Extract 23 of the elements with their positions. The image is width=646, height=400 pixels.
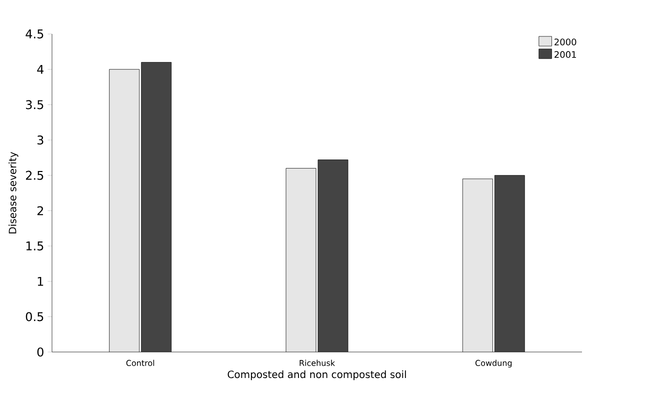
bar: [141, 62, 172, 352]
bar: [109, 69, 140, 352]
bar: [494, 175, 525, 352]
bar: [462, 178, 493, 352]
y-tick-label: 1: [38, 276, 44, 286]
x-tick-label: Ricehusk: [300, 360, 336, 366]
y-tick-label: 4: [37, 64, 44, 74]
x-tick-label: Control: [126, 360, 154, 366]
y-tick-label: 0.5: [26, 312, 44, 322]
y-tick-label: 2: [37, 206, 43, 216]
y-tick-label: 4.5: [26, 30, 44, 38]
y-tick-label: 0: [37, 347, 44, 357]
bar: [318, 160, 348, 352]
legend-label: 2000: [554, 38, 576, 46]
x-axis-title: Composted and non composted soil: [228, 370, 406, 380]
y-tick-label: 1.5: [26, 242, 44, 250]
y-tick-label: 3: [37, 135, 44, 145]
y-tick-label: 3.5: [26, 100, 44, 110]
x-tick-label: Cowdung: [475, 360, 512, 368]
y-tick-label: 2.5: [26, 170, 44, 180]
legend-label: 2001: [554, 51, 576, 58]
y-axis-title: Disease severity: [8, 152, 18, 234]
bar: [286, 168, 316, 352]
